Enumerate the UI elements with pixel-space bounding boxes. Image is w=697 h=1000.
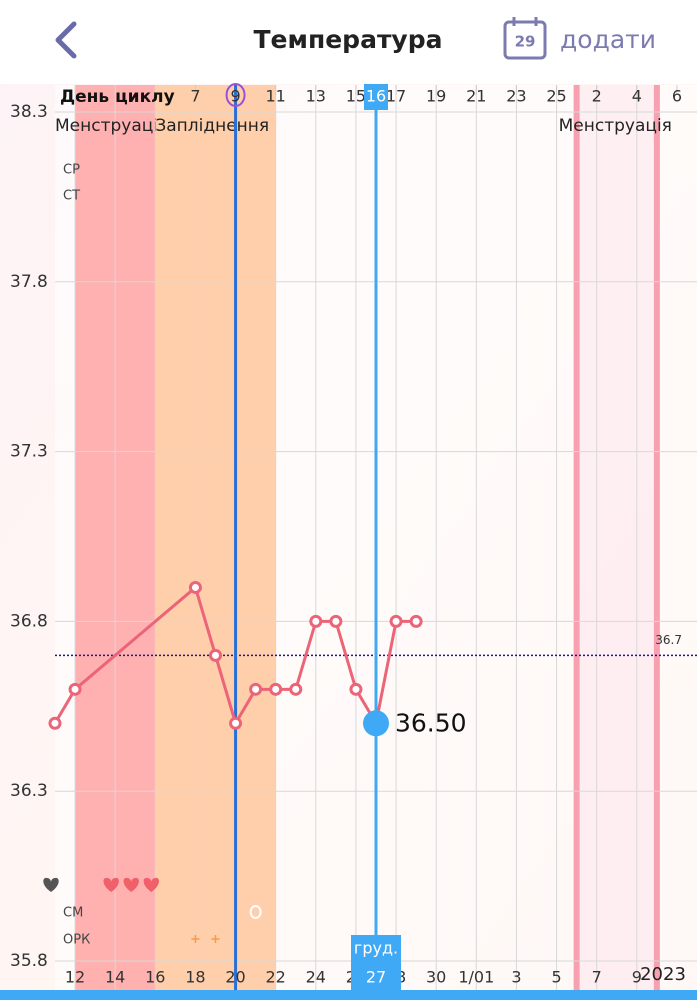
add-button[interactable]: 29 додати [503, 17, 656, 60]
add-label: додати [560, 25, 656, 54]
cycle-day-label: 17 [386, 87, 406, 106]
temperature-point [249, 682, 263, 696]
x-tick-label: 18 [185, 968, 205, 987]
header-bar [0, 0, 697, 84]
year-label: 2023 [640, 964, 686, 985]
region-label: Менструація [55, 116, 168, 136]
cycle-day-label: 15 [346, 87, 366, 106]
temperature-point [409, 614, 423, 628]
temperature-point [209, 648, 222, 662]
selected-cycle-badge [364, 84, 388, 110]
opk-marker [191, 935, 200, 943]
x-tick-label: 9 [632, 968, 642, 987]
row-label: СР [63, 163, 80, 178]
region-label: Менструація [559, 116, 672, 136]
back-button[interactable] [55, 21, 77, 59]
cycle-day-label: 9 [230, 87, 240, 106]
selected-date: 27 [366, 968, 386, 987]
temperature-point [188, 580, 202, 594]
x-tick-label: 12 [65, 968, 85, 987]
temperature-point [309, 614, 323, 628]
x-tick-label: 7 [592, 968, 602, 987]
selected-point [363, 710, 389, 737]
row-label: СМ [63, 906, 83, 921]
x-tick-label: 5 [551, 968, 561, 987]
cycle-day-label: 6 [672, 87, 682, 106]
row-label: ОРК [63, 933, 90, 948]
temperature-point [229, 716, 243, 730]
temperature-point [349, 682, 363, 696]
selected-cycle-day: 16 [366, 87, 386, 106]
cycle-day-label: 21 [466, 87, 486, 106]
region-label: Запліднення [155, 116, 269, 136]
heart-marker [143, 877, 159, 892]
x-tick-label: 1/01 [458, 968, 494, 987]
y-tick-label: 36.8 [10, 611, 48, 631]
region-band [576, 85, 657, 990]
cycle-day-label: 2 [592, 87, 602, 106]
region-edge [573, 85, 580, 990]
temperature-point [48, 716, 62, 730]
region-edge [653, 85, 660, 990]
cycle-day-label: 4 [632, 87, 642, 106]
region-band [155, 85, 276, 990]
selected-month: груд. [354, 939, 398, 958]
temperature-point [269, 682, 283, 696]
calendar-icon [503, 20, 547, 60]
cycle-day-title: День циклу [60, 87, 175, 107]
opk-marker [211, 935, 220, 943]
y-tick-label: 36.3 [10, 781, 48, 801]
x-tick-label: 20 [225, 968, 245, 987]
calendar-day: 29 [515, 33, 536, 51]
y-tick-label: 35.8 [10, 951, 48, 971]
y-tick-label: 38.3 [10, 102, 48, 122]
cycle-day-label: 25 [546, 87, 566, 106]
selected-date-badge [351, 935, 401, 990]
x-tick-label: 22 [266, 968, 286, 987]
cycle-day-label: 23 [506, 87, 526, 106]
x-tick-label: 3 [511, 968, 521, 987]
y-tick-label: 37.8 [10, 272, 48, 292]
temperature-point [68, 682, 82, 696]
cycle-day-label: 19 [426, 87, 446, 106]
cm-marker [249, 905, 262, 919]
cycle-day-label: 7 [190, 87, 200, 106]
selected-value-label: 36.50 [395, 708, 467, 737]
x-tick-label: 30 [426, 968, 446, 987]
heart-marker [43, 877, 59, 892]
y-tick-label: 37.3 [10, 442, 48, 462]
heart-marker [123, 877, 139, 892]
x-tick-label: 14 [105, 968, 125, 987]
temperature-point [329, 614, 343, 628]
bottom-bar [0, 990, 697, 1000]
temperature-point [389, 614, 403, 628]
x-tick-label: 16 [145, 968, 165, 987]
cycle-day-label: 11 [266, 87, 286, 106]
heart-marker [103, 877, 119, 892]
coverline-label: 36.7 [655, 633, 682, 647]
x-tick-label: 24 [306, 968, 326, 987]
row-label: СТ [63, 189, 80, 204]
ovulation-marker [225, 83, 246, 107]
cycle-day-label: 13 [306, 87, 326, 106]
screen-title: Температура [254, 25, 443, 54]
temperature-point [289, 682, 303, 696]
